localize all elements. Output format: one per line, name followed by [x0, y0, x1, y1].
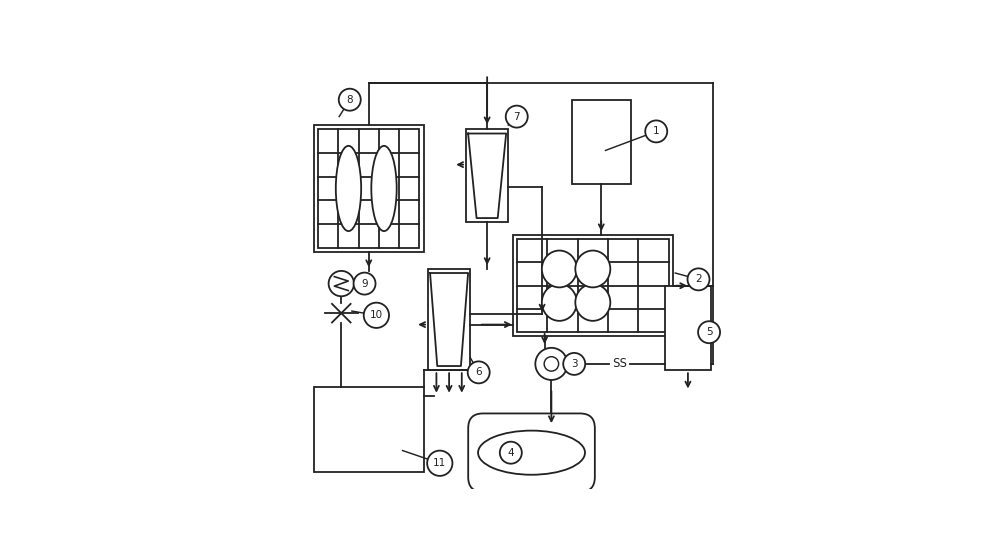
- Text: SS: SS: [612, 357, 627, 371]
- Circle shape: [563, 353, 585, 375]
- Text: 9: 9: [361, 278, 368, 289]
- Circle shape: [468, 361, 490, 383]
- Bar: [314, 125, 424, 252]
- Ellipse shape: [336, 146, 361, 231]
- Text: 5: 5: [706, 327, 712, 337]
- Bar: [665, 285, 711, 370]
- Bar: [572, 100, 631, 184]
- Circle shape: [500, 442, 522, 464]
- Circle shape: [698, 321, 720, 343]
- Text: 3: 3: [571, 359, 578, 369]
- Text: 6: 6: [475, 367, 482, 377]
- Bar: [512, 235, 673, 337]
- Bar: [318, 129, 419, 248]
- Circle shape: [364, 302, 389, 328]
- Text: 7: 7: [513, 111, 520, 122]
- Text: 10: 10: [370, 310, 383, 320]
- Text: 4: 4: [507, 447, 514, 458]
- Circle shape: [688, 268, 709, 290]
- Circle shape: [544, 357, 559, 371]
- Text: 11: 11: [433, 458, 446, 468]
- Circle shape: [427, 451, 452, 476]
- Ellipse shape: [542, 284, 577, 321]
- Circle shape: [645, 120, 667, 142]
- Bar: [466, 129, 508, 222]
- Circle shape: [339, 89, 361, 111]
- Bar: [428, 269, 470, 370]
- Ellipse shape: [542, 250, 577, 287]
- Text: 8: 8: [346, 94, 353, 105]
- Text: 2: 2: [695, 274, 702, 284]
- FancyBboxPatch shape: [468, 413, 595, 492]
- Bar: [314, 387, 424, 472]
- Text: 1: 1: [653, 126, 660, 136]
- Ellipse shape: [478, 430, 585, 475]
- Circle shape: [506, 105, 528, 127]
- Ellipse shape: [575, 284, 610, 321]
- Circle shape: [329, 271, 354, 296]
- Ellipse shape: [575, 250, 610, 287]
- Circle shape: [535, 348, 567, 380]
- Ellipse shape: [371, 146, 397, 231]
- Circle shape: [354, 273, 376, 295]
- Bar: [517, 239, 669, 332]
